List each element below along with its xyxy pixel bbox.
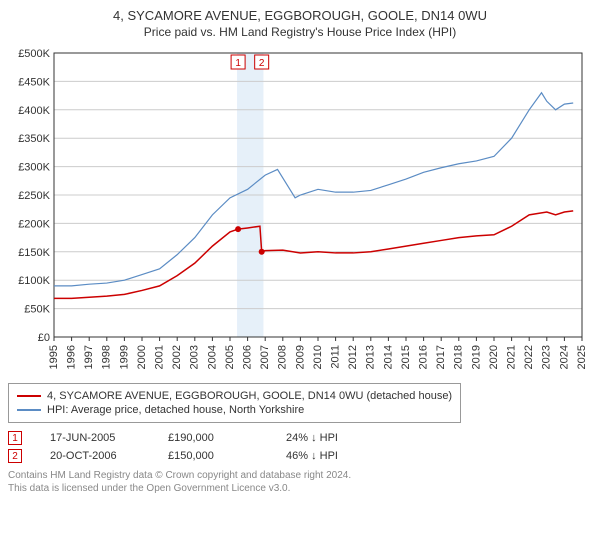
legend: 4, SYCAMORE AVENUE, EGGBOROUGH, GOOLE, D… bbox=[8, 383, 461, 423]
x-axis-label: 2012 bbox=[347, 345, 359, 369]
legend-swatch bbox=[17, 395, 41, 397]
y-axis-label: £150K bbox=[18, 247, 50, 259]
y-axis-label: £50K bbox=[24, 304, 50, 316]
x-axis-label: 2011 bbox=[330, 345, 342, 369]
x-axis-label: 2016 bbox=[418, 345, 430, 369]
x-axis-label: 2013 bbox=[365, 345, 377, 369]
legend-label: 4, SYCAMORE AVENUE, EGGBOROUGH, GOOLE, D… bbox=[47, 390, 452, 402]
x-axis-label: 2020 bbox=[488, 345, 500, 369]
footer-line-1: Contains HM Land Registry data © Crown c… bbox=[8, 469, 592, 482]
x-axis-label: 2025 bbox=[576, 345, 588, 369]
x-axis-label: 2005 bbox=[224, 345, 236, 369]
x-axis-label: 2008 bbox=[277, 345, 289, 369]
x-axis-label: 2002 bbox=[171, 345, 183, 369]
x-axis-label: 2022 bbox=[523, 345, 535, 369]
footer-line-2: This data is licensed under the Open Gov… bbox=[8, 482, 592, 495]
x-axis-label: 2019 bbox=[470, 345, 482, 369]
data-attribution: Contains HM Land Registry data © Crown c… bbox=[8, 469, 592, 495]
chart-title: 4, SYCAMORE AVENUE, EGGBOROUGH, GOOLE, D… bbox=[8, 8, 592, 23]
x-axis-label: 2015 bbox=[400, 345, 412, 369]
sale-point bbox=[259, 249, 265, 255]
y-axis-label: £400K bbox=[18, 105, 50, 117]
x-axis-label: 2024 bbox=[558, 345, 570, 369]
x-axis-label: 2009 bbox=[294, 345, 306, 369]
transaction-marker-number: 1 bbox=[235, 58, 241, 69]
x-axis-label: 2007 bbox=[259, 345, 271, 369]
x-axis-label: 2003 bbox=[189, 345, 201, 369]
y-axis-label: £250K bbox=[18, 190, 50, 202]
y-axis-label: £100K bbox=[18, 275, 50, 287]
x-axis-label: 1998 bbox=[101, 345, 113, 369]
transaction-date: 20-OCT-2006 bbox=[50, 450, 140, 462]
x-axis-label: 2004 bbox=[206, 345, 218, 369]
x-axis-label: 2018 bbox=[453, 345, 465, 369]
transaction-delta: 24% ↓ HPI bbox=[286, 432, 376, 444]
legend-swatch bbox=[17, 409, 41, 411]
x-axis-label: 1997 bbox=[83, 345, 95, 369]
x-axis-label: 1996 bbox=[66, 345, 78, 369]
x-axis-label: 2014 bbox=[382, 345, 394, 369]
legend-item: 4, SYCAMORE AVENUE, EGGBOROUGH, GOOLE, D… bbox=[17, 390, 452, 402]
transaction-date: 17-JUN-2005 bbox=[50, 432, 140, 444]
chart-subtitle: Price paid vs. HM Land Registry's House … bbox=[8, 25, 592, 39]
price-chart: £0 £50K £100K £150K £200K £250K £300K £350K £400… bbox=[8, 47, 592, 377]
y-axis-label: £0 bbox=[38, 332, 50, 344]
sale-point bbox=[235, 226, 241, 232]
x-axis-label: 1995 bbox=[48, 345, 60, 369]
y-axis-label: £500K bbox=[18, 48, 50, 60]
x-axis-label: 2006 bbox=[242, 345, 254, 369]
x-axis-label: 2001 bbox=[154, 345, 166, 369]
x-axis-label: 2021 bbox=[506, 345, 518, 369]
x-axis-label: 1999 bbox=[118, 345, 130, 369]
legend-label: HPI: Average price, detached house, Nort… bbox=[47, 404, 304, 416]
transaction-marker-number: 2 bbox=[259, 58, 265, 69]
y-axis-label: £450K bbox=[18, 76, 50, 88]
transaction-index: 2 bbox=[8, 449, 22, 463]
y-axis-label: £300K bbox=[18, 162, 50, 174]
transaction-row: 1 17-JUN-2005 £190,000 24% ↓ HPI bbox=[8, 431, 592, 445]
transaction-price: £150,000 bbox=[168, 450, 258, 462]
x-axis-label: 2023 bbox=[541, 345, 553, 369]
chart-container: £0 £50K £100K £150K £200K £250K £300K £350K £400… bbox=[8, 47, 592, 377]
y-axis-label: £200K bbox=[18, 218, 50, 230]
transaction-index: 1 bbox=[8, 431, 22, 445]
legend-item: HPI: Average price, detached house, Nort… bbox=[17, 404, 452, 416]
transaction-delta: 46% ↓ HPI bbox=[286, 450, 376, 462]
transaction-price: £190,000 bbox=[168, 432, 258, 444]
y-axis-label: £350K bbox=[18, 133, 50, 145]
x-axis-label: 2000 bbox=[136, 345, 148, 369]
transactions-table: 1 17-JUN-2005 £190,000 24% ↓ HPI 2 20-OCT-200… bbox=[8, 431, 592, 463]
x-axis-label: 2017 bbox=[435, 345, 447, 369]
x-axis-label: 2010 bbox=[312, 345, 324, 369]
transaction-row: 2 20-OCT-2006 £150,000 46% ↓ HPI bbox=[8, 449, 592, 463]
